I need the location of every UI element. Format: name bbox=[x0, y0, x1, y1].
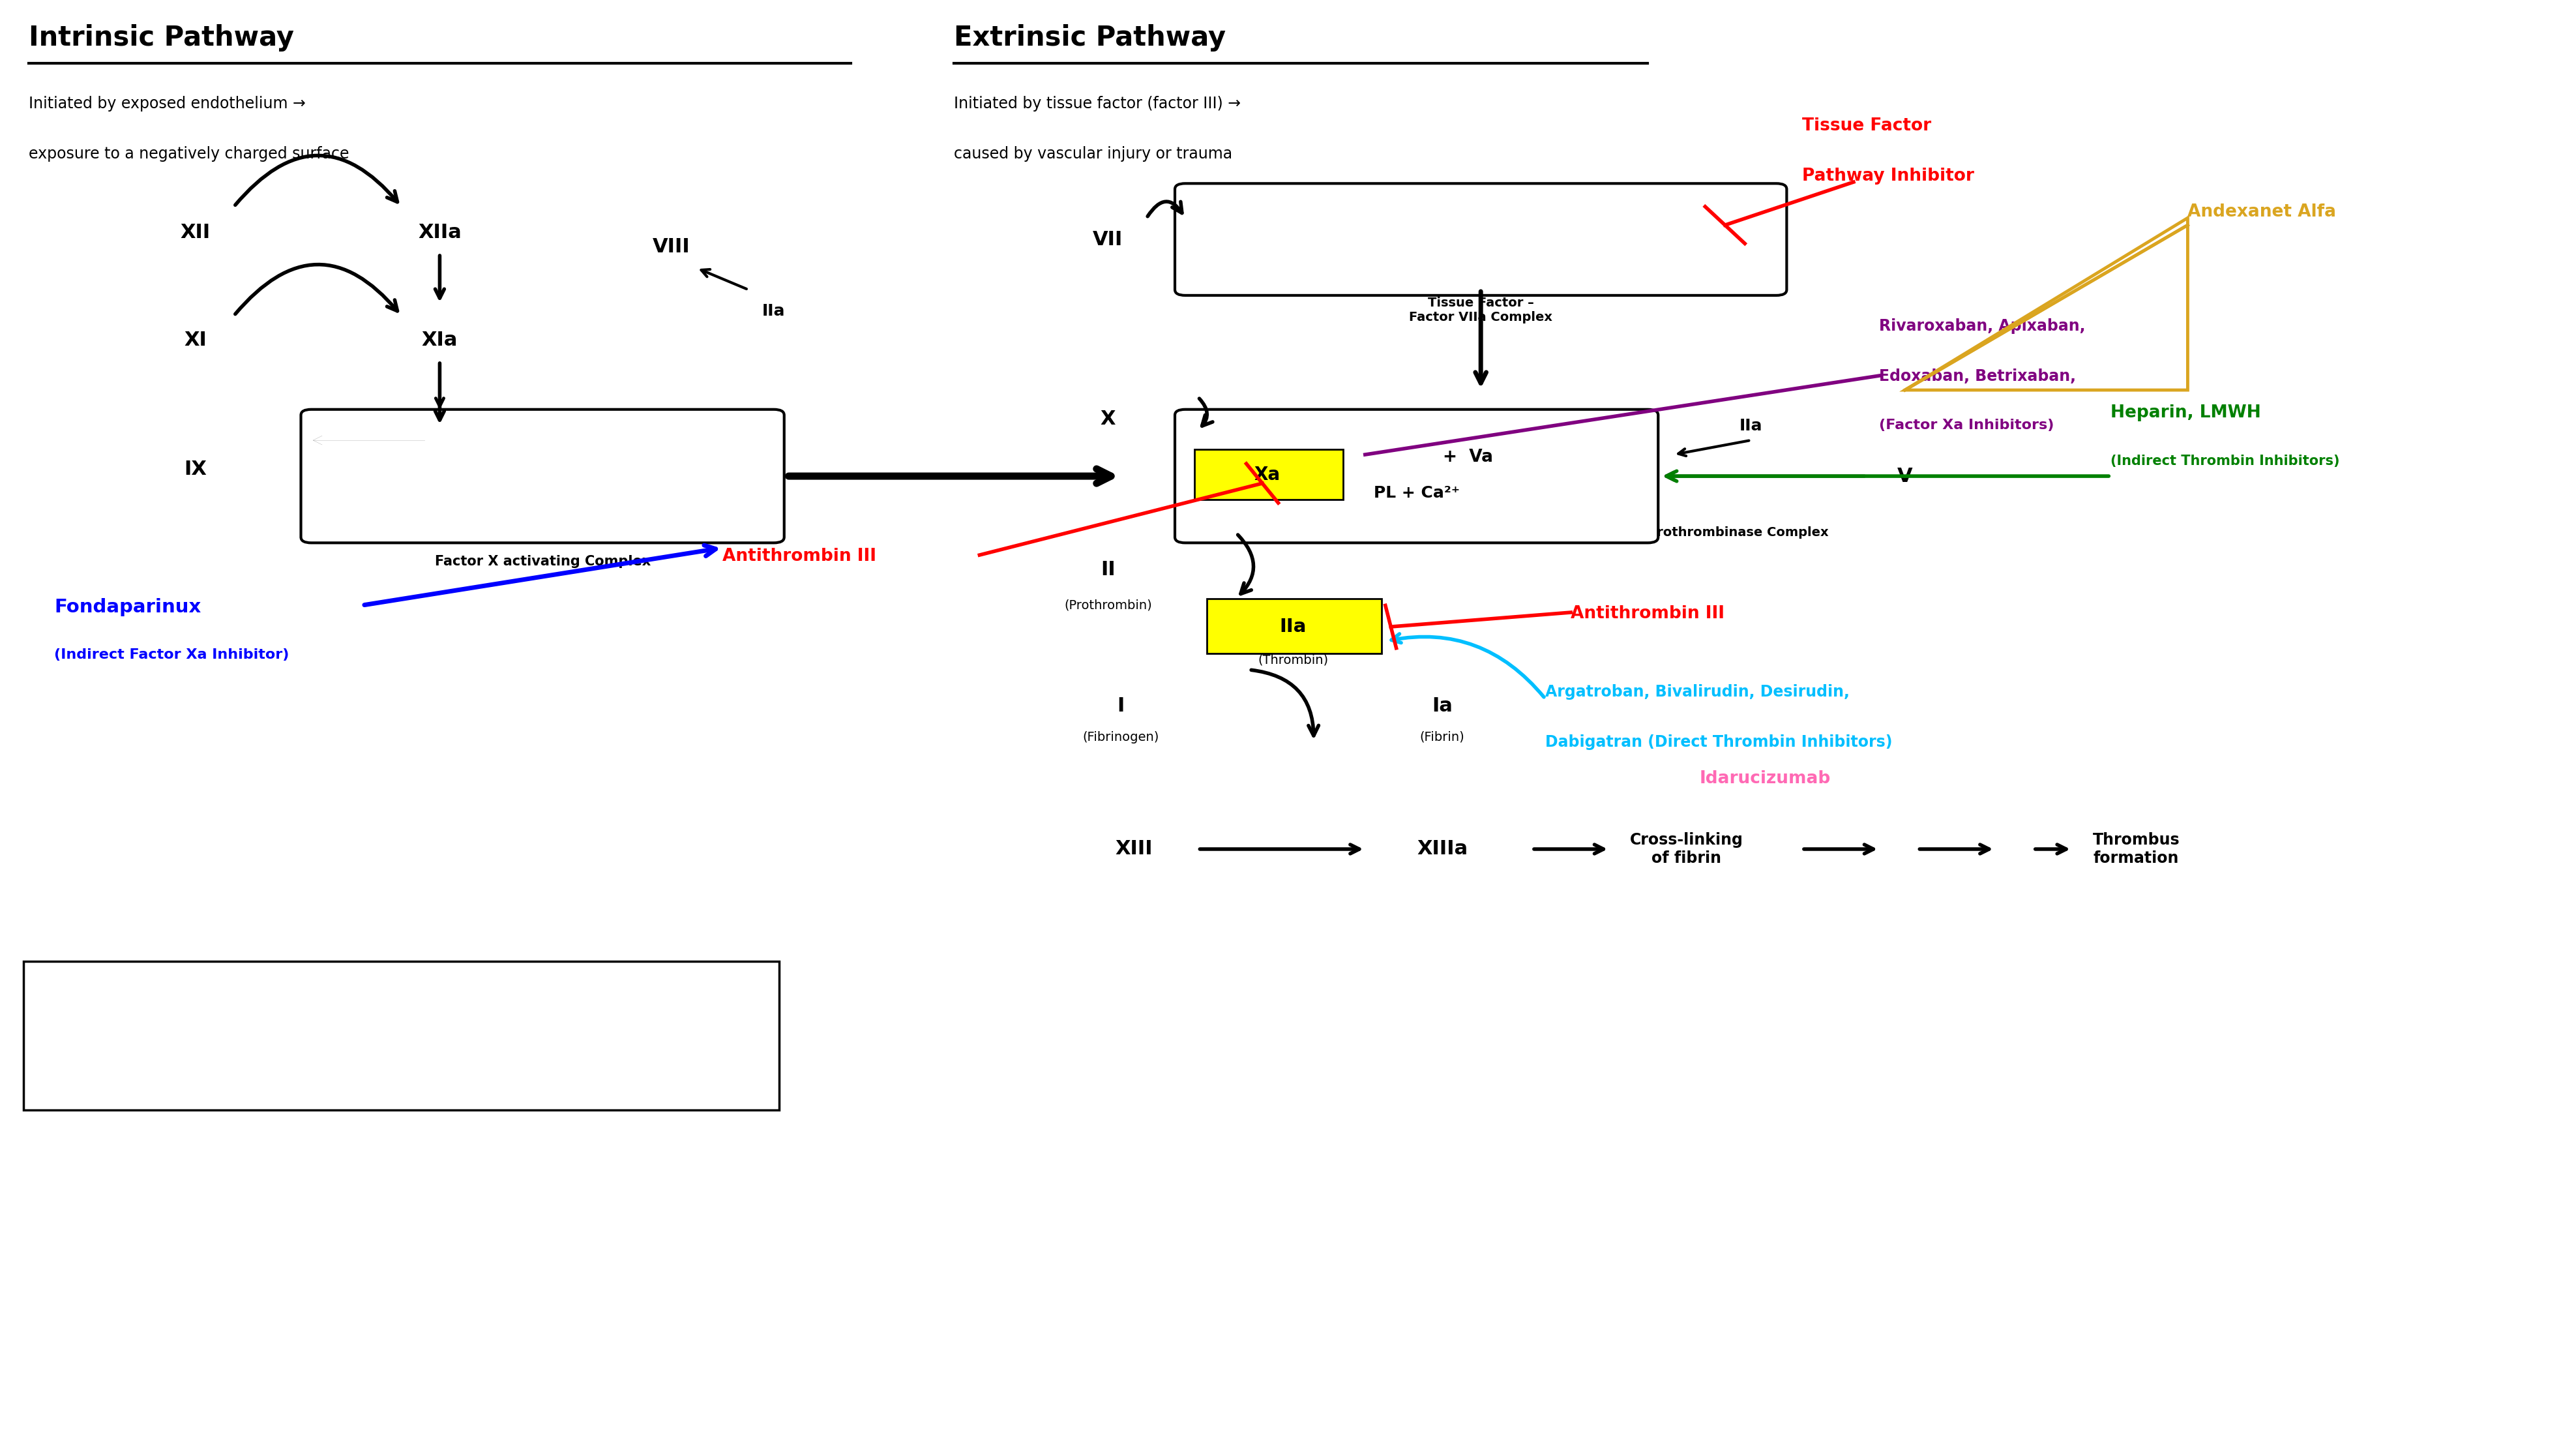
FancyArrowPatch shape bbox=[1391, 634, 1543, 697]
FancyBboxPatch shape bbox=[301, 409, 783, 543]
Text: Fondaparinux: Fondaparinux bbox=[54, 598, 201, 616]
Text: Ia: Ia bbox=[1432, 696, 1453, 716]
Text: IIa: IIa bbox=[762, 304, 786, 320]
Text: XIa: XIa bbox=[422, 330, 459, 350]
Text: caused by vascular injury or trauma: caused by vascular injury or trauma bbox=[953, 147, 1231, 161]
Text: Idarucizumab: Idarucizumab bbox=[1700, 770, 1832, 788]
Text: Edoxaban, Betrixaban,: Edoxaban, Betrixaban, bbox=[1880, 369, 2076, 384]
Text: (Thrombin): (Thrombin) bbox=[1257, 654, 1329, 665]
Text: Prothrombinase Complex: Prothrombinase Complex bbox=[1649, 527, 1829, 539]
Text: PL + Ca²⁺: PL + Ca²⁺ bbox=[1373, 485, 1461, 501]
Text: IIa: IIa bbox=[1280, 618, 1306, 636]
FancyArrowPatch shape bbox=[1239, 534, 1255, 593]
Text: Dabigatran (Direct Thrombin Inhibitors): Dabigatran (Direct Thrombin Inhibitors) bbox=[1546, 734, 1893, 750]
FancyArrowPatch shape bbox=[234, 265, 397, 314]
Text: VIII: VIII bbox=[652, 238, 690, 256]
Text: PL + Ca²⁺: PL + Ca²⁺ bbox=[500, 485, 585, 501]
Text: VIIa  +  Ca²  +  TF: VIIa + Ca² + TF bbox=[1396, 230, 1566, 248]
Text: VII: VII bbox=[1092, 230, 1123, 249]
FancyArrowPatch shape bbox=[1667, 471, 2110, 481]
Text: exposure to a negatively charged surface: exposure to a negatively charged surface bbox=[28, 147, 348, 161]
Text: Tissue Factor: Tissue Factor bbox=[1803, 118, 1932, 134]
Text: Tissue Factor –
Factor VIIa Complex: Tissue Factor – Factor VIIa Complex bbox=[1409, 297, 1553, 324]
Text: (Fibrinogen): (Fibrinogen) bbox=[1082, 732, 1159, 743]
Text: (Factor Xa Inhibitors): (Factor Xa Inhibitors) bbox=[1880, 419, 2053, 432]
Text: Intrinsic Pathway: Intrinsic Pathway bbox=[28, 24, 294, 52]
Text: (Indirect Thrombin Inhibitors): (Indirect Thrombin Inhibitors) bbox=[2110, 455, 2339, 468]
FancyArrowPatch shape bbox=[363, 546, 716, 605]
FancyBboxPatch shape bbox=[1175, 183, 1788, 295]
FancyArrowPatch shape bbox=[234, 156, 397, 204]
Text: Rivaroxaban, Apixaban,: Rivaroxaban, Apixaban, bbox=[1880, 318, 2087, 334]
Text: Antithrombin III: Antithrombin III bbox=[1571, 605, 1723, 622]
Text: Factor X activating Complex: Factor X activating Complex bbox=[435, 554, 652, 567]
Text: +  Va: + Va bbox=[1443, 449, 1494, 467]
FancyBboxPatch shape bbox=[23, 960, 778, 1110]
Text: Extrinsic Pathway: Extrinsic Pathway bbox=[953, 24, 1226, 52]
FancyBboxPatch shape bbox=[1195, 449, 1342, 500]
Text: Argatroban, Bivalirudin, Desirudin,: Argatroban, Bivalirudin, Desirudin, bbox=[1546, 684, 1850, 700]
Text: Activates/enhances: Activates/enhances bbox=[286, 999, 464, 1015]
Text: IIa: IIa bbox=[1739, 418, 1762, 433]
Text: XIIIa: XIIIa bbox=[1417, 840, 1468, 858]
Text: (Prothrombin): (Prothrombin) bbox=[1064, 599, 1151, 612]
FancyArrowPatch shape bbox=[1252, 670, 1319, 736]
Text: IXa  +  VIIIa: IXa + VIIIa bbox=[489, 449, 598, 465]
Text: XIII: XIII bbox=[1115, 840, 1151, 858]
Text: XII: XII bbox=[180, 223, 211, 242]
Text: Initiated by exposed endothelium →: Initiated by exposed endothelium → bbox=[28, 96, 307, 112]
Text: IX: IX bbox=[183, 459, 206, 478]
Text: Pathway Inhibitor: Pathway Inhibitor bbox=[1803, 167, 1973, 184]
Text: Andexanet Alfa: Andexanet Alfa bbox=[2187, 203, 2336, 220]
Text: (Fibrin): (Fibrin) bbox=[1419, 732, 1466, 743]
FancyBboxPatch shape bbox=[1208, 599, 1381, 654]
Text: Initiated by tissue factor (factor III) →: Initiated by tissue factor (factor III) … bbox=[953, 96, 1242, 112]
Text: Thrombus
formation: Thrombus formation bbox=[2092, 832, 2179, 865]
Text: Antithrombin III: Antithrombin III bbox=[721, 547, 876, 564]
FancyArrowPatch shape bbox=[1146, 202, 1182, 216]
Text: Cross-linking
of fibrin: Cross-linking of fibrin bbox=[1631, 832, 1744, 865]
Text: I: I bbox=[1118, 696, 1126, 716]
Text: Heparin, LMWH: Heparin, LMWH bbox=[2110, 405, 2262, 422]
Text: II: II bbox=[1100, 560, 1115, 579]
Text: XIIa: XIIa bbox=[417, 223, 461, 242]
FancyArrowPatch shape bbox=[1200, 399, 1213, 426]
Text: XI: XI bbox=[183, 330, 206, 350]
FancyBboxPatch shape bbox=[1175, 409, 1659, 543]
Text: (Indirect Factor Xa Inhibitor): (Indirect Factor Xa Inhibitor) bbox=[54, 648, 289, 661]
Text: Inhibits: Inhibits bbox=[286, 1057, 355, 1073]
Text: Xa: Xa bbox=[1255, 465, 1280, 484]
Text: X: X bbox=[1100, 409, 1115, 428]
Text: V: V bbox=[1899, 467, 1911, 485]
